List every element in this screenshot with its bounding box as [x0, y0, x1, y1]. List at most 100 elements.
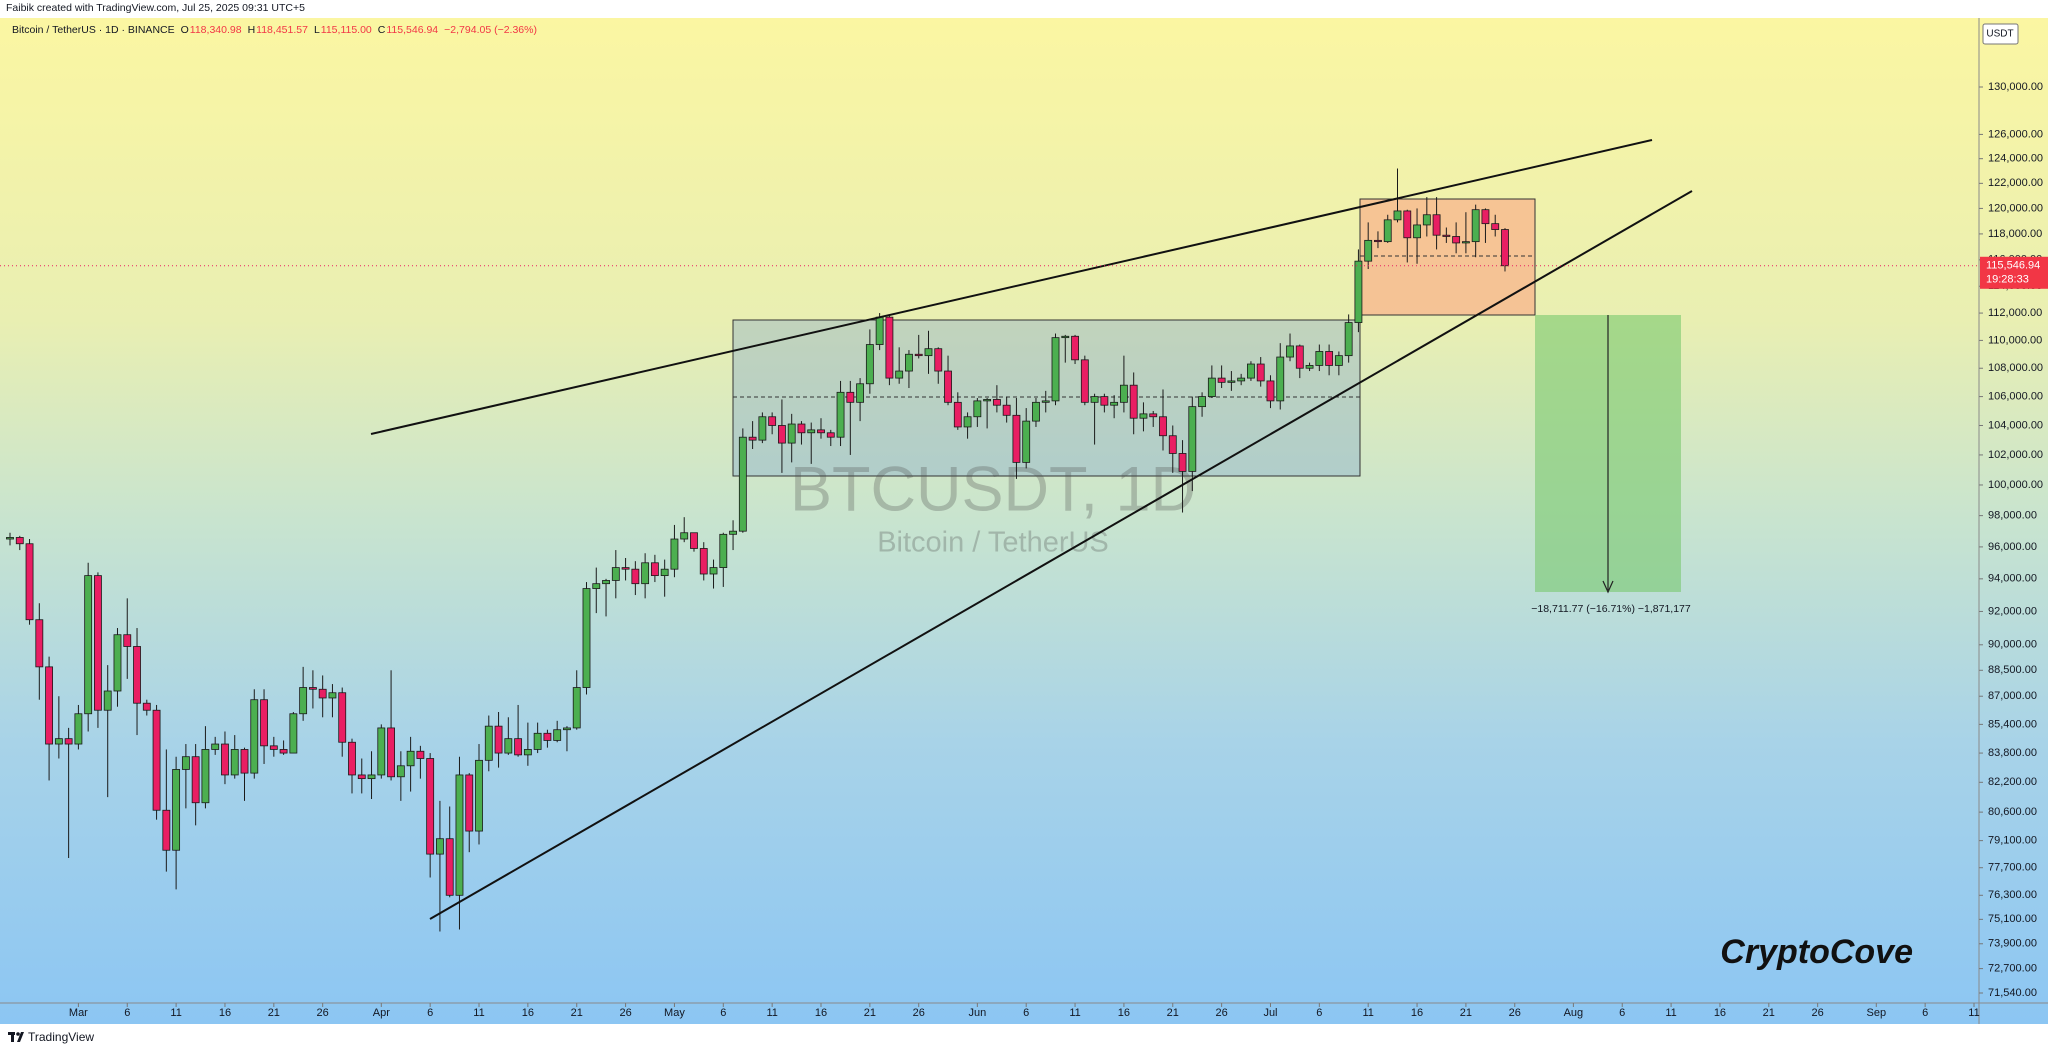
candle-body	[152, 709, 161, 811]
candle-body	[719, 533, 728, 568]
candle-body	[1403, 210, 1412, 239]
candle-body	[523, 749, 532, 756]
y-tick-label: 120,000.00	[1988, 202, 2043, 214]
x-tick-label: 21	[268, 1007, 280, 1019]
x-tick-label: 6	[1023, 1007, 1029, 1019]
candle-body	[172, 769, 181, 851]
candles	[6, 168, 1509, 932]
y-tick-label: 77,700.00	[1988, 862, 2037, 874]
y-tick-label: 126,000.00	[1988, 128, 2043, 140]
candle-body	[1061, 335, 1070, 339]
watermark-symbol: BTCUSDT, 1D	[790, 455, 1196, 525]
candle-body	[807, 429, 816, 434]
candle-body	[1237, 377, 1246, 382]
candle-body	[201, 749, 210, 804]
x-tick-label: 6	[1619, 1007, 1625, 1019]
x-tick-label: 6	[1316, 1007, 1322, 1019]
x-tick-label: 21	[1460, 1007, 1472, 1019]
range-box	[732, 319, 1361, 477]
candle-body	[641, 562, 650, 585]
y-tick-label: 83,800.00	[1988, 747, 2037, 759]
candle-body	[729, 530, 737, 535]
candle-body	[103, 690, 112, 711]
candle-body	[1002, 404, 1011, 416]
candle-body	[973, 400, 982, 418]
candle-body	[690, 532, 698, 549]
candle-body	[211, 743, 220, 750]
y-tick-label: 75,100.00	[1988, 913, 2037, 925]
candle-body	[133, 646, 141, 704]
candle-body	[1432, 214, 1441, 236]
candle-body	[1012, 414, 1021, 463]
candle-body	[660, 568, 669, 577]
currency: USDT	[1986, 29, 2013, 40]
candle-body	[279, 749, 288, 754]
candle-body	[426, 758, 435, 855]
candle-body	[475, 759, 483, 832]
candle-body	[142, 702, 151, 711]
candle-body	[289, 713, 298, 754]
x-tick-label: Mar	[69, 1007, 88, 1019]
x-tick-label: Apr	[373, 1007, 390, 1019]
candle-body	[455, 774, 464, 896]
ohlc-value: 118,340.98	[189, 24, 242, 36]
x-tick-label: 11	[1362, 1007, 1373, 1019]
candle-body	[6, 537, 14, 540]
candle-body	[299, 687, 308, 715]
x-tick-label: 16	[815, 1007, 827, 1019]
candle-body	[905, 353, 913, 372]
candle-body	[1276, 356, 1285, 402]
x-tick-label: 26	[1215, 1007, 1227, 1019]
y-tick-label: 122,000.00	[1988, 177, 2043, 189]
candle-body	[1295, 345, 1304, 369]
candle-body	[1149, 413, 1158, 418]
ohlc-value: 118,451.57	[256, 24, 308, 36]
candle-body	[631, 568, 640, 585]
candle-body	[680, 532, 689, 540]
candle-body	[181, 756, 190, 770]
candle-body	[592, 583, 601, 589]
candle-body	[885, 316, 894, 379]
brand: TradingView	[8, 1030, 94, 1044]
axes: 130,000.00 126,000.00 124,000.00 122,000.00…	[0, 81, 2048, 1019]
candle-body	[934, 348, 943, 372]
candle-body	[1286, 345, 1294, 358]
x-tick-label: 26	[317, 1007, 329, 1019]
candle-body	[1442, 234, 1451, 237]
x-tick-label: Sep	[1866, 1007, 1886, 1019]
brand-name: TradingView	[28, 1030, 95, 1044]
candle-body	[1080, 359, 1089, 403]
signature: CryptoCove	[1720, 933, 1913, 971]
candle-body	[983, 399, 992, 402]
ohlc-key: O	[180, 24, 189, 36]
candle-body	[240, 749, 249, 774]
candle-body	[396, 765, 405, 778]
candle-body	[1501, 229, 1509, 267]
candle-body	[162, 809, 171, 851]
drawings-front: −18,711.77 (−16.71%) −1,871,177 CryptoCo…	[370, 23, 2019, 971]
x-tick-label: 26	[1812, 1007, 1824, 1019]
x-tick-label: 6	[1922, 1007, 1928, 1019]
change: −2,794.05 (−2.36%)	[444, 24, 537, 36]
candle-body	[35, 619, 44, 668]
candle-body	[709, 567, 718, 575]
candle-body	[230, 749, 239, 776]
x-tick-label: 21	[571, 1007, 583, 1019]
candle-body	[45, 666, 54, 745]
y-tick-label: 102,000.00	[1988, 449, 2043, 461]
candle-body	[191, 756, 200, 804]
candle-body	[1315, 351, 1324, 366]
ohlc-value: 115,546.94	[386, 24, 439, 36]
candle-body	[1247, 363, 1255, 379]
measure-label: −18,711.77 (−16.71%) −1,871,177	[1531, 603, 1691, 615]
candle-body	[944, 370, 952, 403]
symbol-line: Bitcoin / TetherUS · 1D · BINANCE	[12, 24, 175, 36]
candle-body	[856, 383, 865, 403]
candle-body	[25, 543, 34, 621]
candle-body	[484, 725, 493, 761]
y-tick-label: 104,000.00	[1988, 419, 2043, 431]
x-tick-label: 16	[1411, 1007, 1423, 1019]
x-tick-label: 21	[1167, 1007, 1179, 1019]
y-tick-label: 82,200.00	[1988, 776, 2037, 788]
